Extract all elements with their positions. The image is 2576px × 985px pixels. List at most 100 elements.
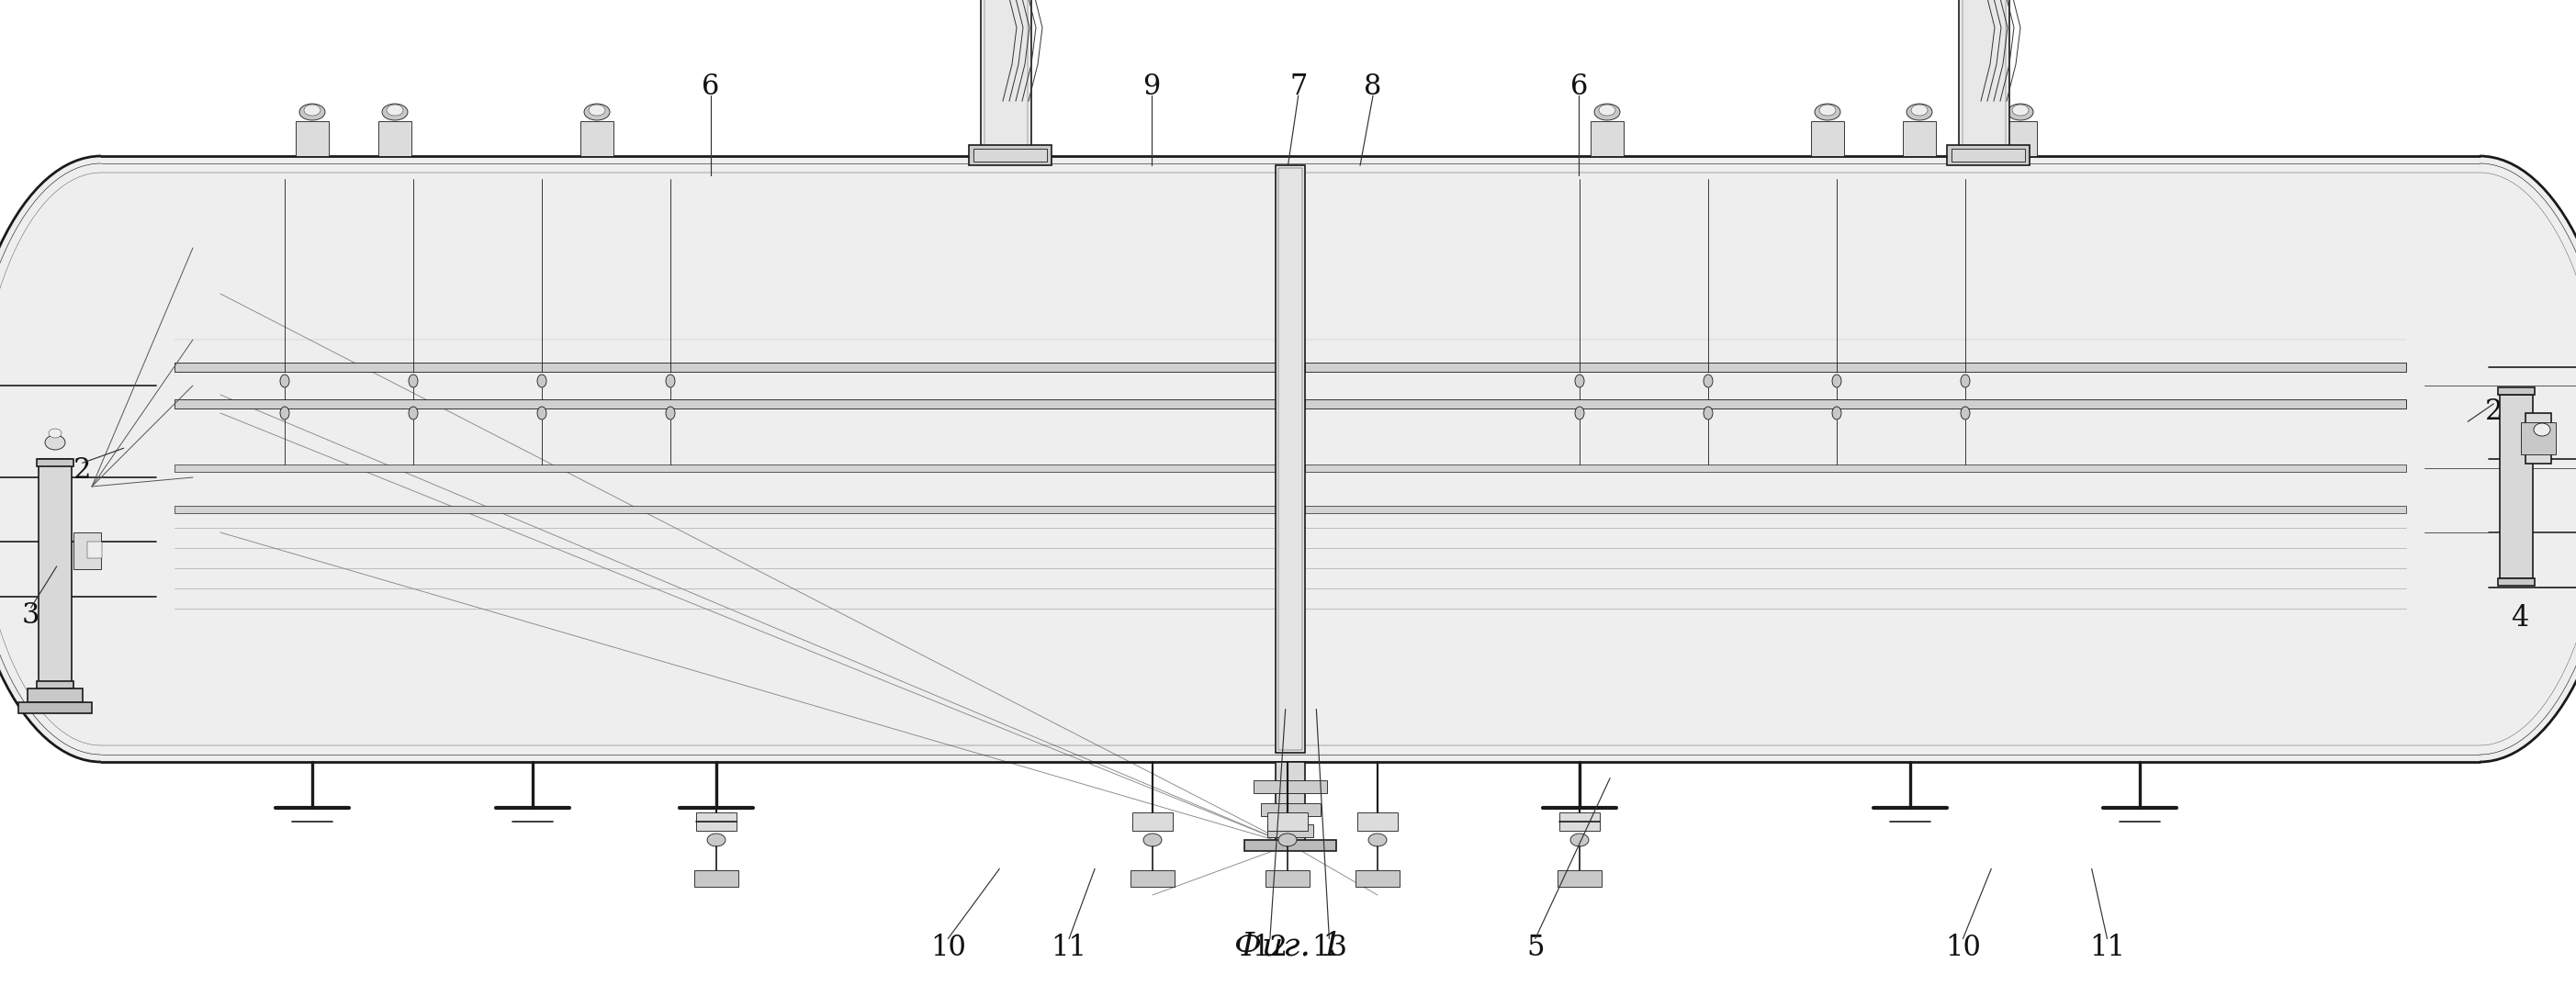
Bar	[2499, 578, 2535, 586]
Bar	[88, 542, 103, 558]
Bar	[39, 459, 72, 689]
Text: 3: 3	[23, 602, 39, 629]
Bar	[1811, 121, 1844, 156]
Text: 11: 11	[2089, 934, 2125, 961]
Text: 2: 2	[75, 457, 90, 485]
Text: 2: 2	[2486, 398, 2501, 426]
FancyBboxPatch shape	[100, 156, 2481, 762]
Ellipse shape	[585, 103, 611, 120]
Ellipse shape	[538, 407, 546, 420]
Bar	[1260, 803, 1321, 817]
Ellipse shape	[1832, 407, 1842, 420]
Ellipse shape	[665, 407, 675, 420]
Ellipse shape	[281, 374, 289, 387]
Bar	[18, 702, 93, 713]
Bar	[1275, 165, 1306, 753]
Bar	[1558, 813, 1600, 830]
Bar	[1265, 871, 1309, 886]
Ellipse shape	[2336, 156, 2576, 762]
Bar	[696, 813, 737, 830]
Ellipse shape	[590, 104, 605, 115]
Ellipse shape	[281, 407, 289, 420]
Bar	[1267, 824, 1314, 837]
Ellipse shape	[1368, 833, 1386, 846]
Bar	[379, 121, 412, 156]
Bar	[2499, 395, 2532, 578]
Ellipse shape	[1703, 374, 1713, 387]
Ellipse shape	[304, 104, 319, 115]
Ellipse shape	[1960, 374, 1971, 387]
Ellipse shape	[1595, 103, 1620, 120]
Ellipse shape	[1571, 833, 1589, 846]
Bar	[1947, 145, 2030, 165]
Bar	[175, 399, 1275, 409]
Bar	[984, 0, 1028, 156]
Bar	[1267, 813, 1309, 830]
Ellipse shape	[1832, 374, 1842, 387]
Bar	[175, 362, 1275, 371]
Bar	[1133, 813, 1172, 830]
Bar	[175, 465, 1275, 472]
Bar	[2524, 413, 2550, 464]
Bar	[1275, 762, 1306, 844]
Ellipse shape	[1819, 104, 1837, 115]
Text: 6: 6	[1571, 73, 1587, 100]
Bar	[36, 459, 75, 466]
Text: 10: 10	[1945, 934, 1981, 961]
Ellipse shape	[1960, 407, 1971, 420]
Bar	[2004, 121, 2038, 156]
Ellipse shape	[410, 407, 417, 420]
Text: Фиг. 1: Фиг. 1	[1234, 930, 1342, 961]
Ellipse shape	[299, 103, 325, 120]
Ellipse shape	[2012, 104, 2030, 115]
Ellipse shape	[0, 156, 242, 762]
Bar	[1278, 168, 1303, 750]
Ellipse shape	[1703, 407, 1713, 420]
Bar	[1306, 506, 2406, 513]
Bar	[1963, 0, 2007, 156]
Bar	[2499, 387, 2535, 395]
Ellipse shape	[2007, 103, 2032, 120]
Bar	[175, 506, 1275, 513]
Bar	[296, 121, 330, 156]
Text: 5: 5	[1528, 934, 1543, 961]
Ellipse shape	[1906, 103, 1932, 120]
Ellipse shape	[1144, 833, 1162, 846]
Ellipse shape	[1911, 104, 1927, 115]
Bar	[1306, 465, 2406, 472]
Ellipse shape	[708, 833, 726, 846]
Text: 7: 7	[1291, 73, 1306, 100]
Ellipse shape	[1600, 104, 1615, 115]
Bar	[1589, 121, 1623, 156]
Ellipse shape	[381, 103, 407, 120]
Bar	[1244, 840, 1337, 851]
Bar	[1358, 813, 1399, 830]
Bar	[1306, 362, 2406, 371]
Text: 9: 9	[1144, 73, 1159, 100]
Bar	[1131, 871, 1175, 886]
Bar	[1558, 871, 1602, 886]
Bar	[75, 533, 100, 569]
Text: 4: 4	[2512, 605, 2527, 632]
Ellipse shape	[2535, 424, 2550, 436]
Ellipse shape	[1814, 103, 1839, 120]
Text: 8: 8	[1365, 73, 1381, 100]
Text: 13: 13	[1311, 934, 1347, 961]
Ellipse shape	[44, 435, 64, 450]
Bar	[1958, 0, 2009, 156]
Ellipse shape	[538, 374, 546, 387]
Bar	[1306, 399, 2406, 409]
Ellipse shape	[1574, 407, 1584, 420]
Ellipse shape	[386, 104, 404, 115]
Bar	[28, 689, 82, 702]
Bar	[2522, 423, 2555, 454]
Bar	[1953, 149, 2025, 162]
Bar	[1355, 871, 1399, 886]
Bar	[36, 682, 75, 689]
Text: 11: 11	[1051, 934, 1087, 961]
Text: 10: 10	[930, 934, 966, 961]
Ellipse shape	[1278, 833, 1296, 846]
Bar	[580, 121, 613, 156]
Bar	[696, 871, 739, 886]
Bar	[981, 0, 1030, 156]
